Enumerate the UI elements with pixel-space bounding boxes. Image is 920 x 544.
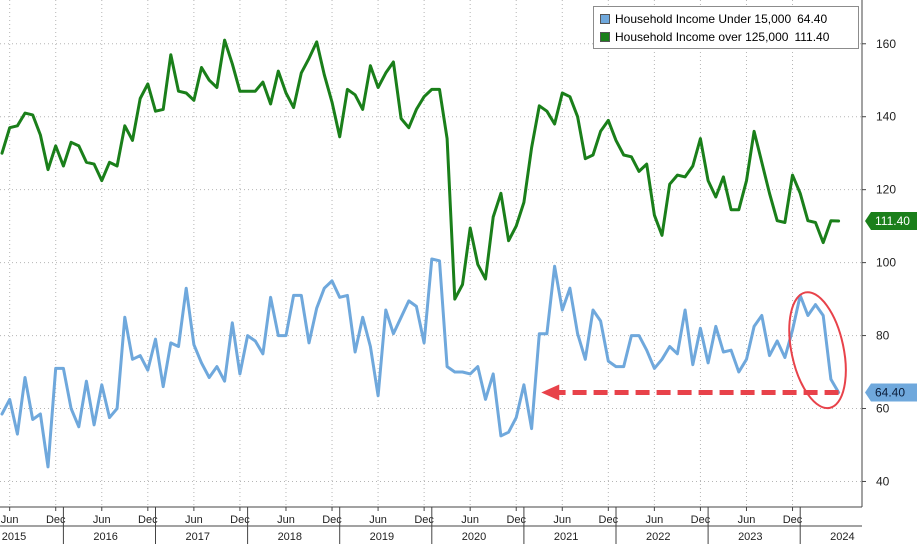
y-tick-label: 100	[876, 256, 896, 270]
x-axis: Jun Dec Jun Dec Jun Dec Jun Dec Jun Dec Jun Dec Jun D…	[0, 506, 862, 544]
x-major-tick-label: 2021	[554, 531, 578, 543]
x-major-tick-label: 2017	[185, 531, 209, 543]
x-minor-tick-label: Dec	[46, 514, 66, 526]
legend-label-under-15000: Household Income Under 15,000	[615, 12, 792, 26]
annotation-arrowhead	[541, 384, 560, 401]
x-minor-tick-label: Dec	[414, 514, 434, 526]
x-minor-tick-label: Dec	[322, 514, 342, 526]
x-minor-tick-label: Jun	[553, 514, 571, 526]
annotation-layer	[541, 291, 847, 410]
x-major-tick-label: 2019	[370, 531, 394, 543]
x-minor-tick-label: Dec	[506, 514, 526, 526]
legend-value-over-125000: 111.40	[794, 30, 830, 44]
legend: Household Income Under 15,000 64.40 Hous…	[593, 6, 859, 49]
y-tick-label: 160	[876, 37, 896, 51]
legend-item-under-15000: Household Income Under 15,000 64.40	[600, 10, 852, 28]
y-tick-label: 60	[876, 402, 890, 416]
x-minor-tick-label: Jun	[1, 514, 19, 526]
y-tick-label: 80	[876, 329, 890, 343]
x-minor-tick-label: Jun	[461, 514, 479, 526]
x-minor-tick-label: Jun	[369, 514, 387, 526]
x-major-tick-label: 2016	[93, 531, 117, 543]
x-minor-tick-label: Dec	[138, 514, 158, 526]
end-label-0: 64.40	[875, 385, 905, 399]
x-major-tick-label: 2018	[278, 531, 302, 543]
legend-swatch-under-15000	[600, 14, 610, 24]
x-minor-tick-label: Jun	[646, 514, 664, 526]
legend-label-over-125000: Household Income over 125,000	[615, 30, 789, 44]
legend-value-under-15000: 64.40	[797, 12, 828, 26]
x-minor-tick-label: Jun	[93, 514, 111, 526]
x-major-tick-label: 2024	[830, 531, 854, 543]
series-line-0	[0, 257, 841, 469]
x-minor-tick-label: Jun	[738, 514, 756, 526]
legend-item-over-125000: Household Income over 125,000 111.40	[600, 28, 852, 46]
legend-swatch-over-125000	[600, 32, 610, 42]
x-minor-tick-label: Dec	[599, 514, 619, 526]
x-minor-tick-label: Jun	[185, 514, 203, 526]
end-label-1: 111.40	[875, 214, 910, 228]
x-minor-tick-label: Jun	[277, 514, 295, 526]
x-major-tick-label: 2015	[2, 531, 26, 543]
x-major-tick-label: 2023	[738, 531, 762, 543]
x-major-tick-label: 2020	[462, 531, 486, 543]
x-minor-tick-label: Dec	[691, 514, 711, 526]
x-major-tick-label: 2022	[646, 531, 670, 543]
series-line-1	[0, 38, 841, 301]
y-tick-label: 120	[876, 183, 896, 197]
y-tick-label: 140	[876, 110, 896, 124]
y-tick-label: 40	[876, 474, 890, 488]
annotation-ellipse	[788, 291, 847, 410]
x-minor-tick-label: Dec	[783, 514, 803, 526]
end-value-labels: 64.40 111.40	[865, 212, 917, 402]
end-label-bg-0	[865, 383, 917, 402]
end-label-bg-1	[865, 212, 917, 231]
series-layer	[0, 38, 841, 469]
y-axis: 40 60 80 100 120 140 160	[861, 0, 896, 507]
x-minor-tick-label: Dec	[230, 514, 250, 526]
